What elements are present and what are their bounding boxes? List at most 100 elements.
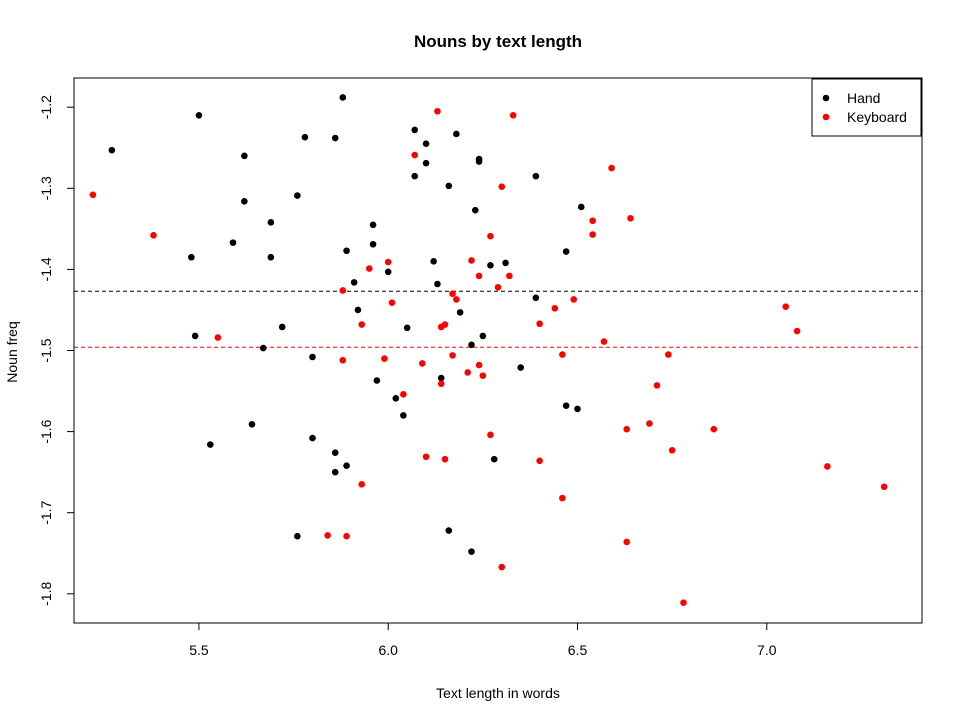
point-hand	[248, 421, 256, 428]
point-hand	[331, 134, 339, 142]
point-keyboard	[475, 361, 483, 369]
point-hand	[562, 248, 570, 255]
point-hand	[259, 344, 267, 352]
point-hand	[532, 172, 540, 180]
y-tick-label: -1.2	[38, 95, 54, 119]
point-keyboard	[623, 425, 631, 433]
point-keyboard	[464, 369, 472, 376]
point-hand	[577, 203, 585, 211]
point-hand	[502, 259, 509, 267]
point-keyboard	[665, 351, 672, 358]
point-keyboard	[559, 494, 566, 502]
point-keyboard	[824, 463, 831, 470]
point-hand	[411, 172, 419, 180]
point-hand	[350, 279, 358, 286]
point-hand	[453, 130, 460, 138]
point-keyboard	[381, 355, 388, 362]
point-hand	[430, 257, 437, 265]
point-keyboard	[710, 425, 718, 433]
point-keyboard	[479, 372, 487, 379]
point-keyboard	[422, 453, 430, 461]
point-hand	[267, 253, 275, 261]
point-keyboard	[418, 360, 426, 367]
point-hand	[294, 532, 301, 540]
data-points	[89, 94, 888, 607]
point-hand	[267, 219, 275, 226]
point-keyboard	[551, 305, 559, 312]
point-hand	[206, 441, 214, 448]
point-keyboard	[653, 382, 661, 389]
point-hand	[241, 197, 248, 205]
x-axis-label: Text length in words	[436, 685, 560, 701]
point-keyboard	[680, 599, 687, 607]
point-keyboard	[668, 446, 676, 454]
point-keyboard	[411, 151, 419, 159]
y-axis: -1.2 -1.3 -1.4 -1.5 -1.6 -1.7 -1.8	[38, 95, 74, 606]
point-hand	[445, 182, 453, 190]
point-hand	[339, 94, 347, 101]
point-hand	[445, 527, 453, 534]
point-hand	[456, 309, 464, 316]
point-keyboard	[589, 217, 596, 225]
x-tick-label: 6.5	[568, 642, 588, 658]
point-keyboard	[324, 532, 331, 539]
y-tick-label: -1.3	[38, 176, 54, 200]
point-hand	[278, 323, 286, 331]
point-hand	[422, 140, 430, 147]
point-hand	[471, 206, 479, 214]
point-hand	[309, 353, 316, 361]
point-hand	[562, 402, 570, 409]
point-hand	[434, 280, 441, 288]
legend-marker-keyboard	[822, 113, 830, 121]
point-keyboard	[570, 296, 578, 303]
point-hand	[468, 341, 475, 349]
point-hand	[188, 253, 195, 261]
point-keyboard	[627, 215, 634, 222]
point-hand	[468, 548, 475, 555]
point-hand	[373, 377, 381, 384]
point-keyboard	[441, 321, 449, 328]
point-keyboard	[536, 320, 543, 328]
point-keyboard	[400, 390, 407, 398]
y-axis-label: Noun freq	[4, 321, 20, 382]
point-keyboard	[89, 191, 97, 199]
legend-marker-hand	[822, 94, 830, 102]
point-keyboard	[384, 258, 392, 266]
point-hand	[475, 155, 483, 163]
point-keyboard	[365, 265, 373, 272]
point-hand	[195, 112, 203, 119]
point-hand	[229, 239, 237, 246]
point-keyboard	[468, 257, 475, 264]
point-keyboard	[608, 164, 615, 172]
point-hand	[309, 434, 316, 442]
point-keyboard	[343, 532, 350, 540]
mean-lines	[74, 290, 922, 348]
point-hand	[343, 462, 350, 469]
point-keyboard	[487, 232, 494, 240]
point-keyboard	[358, 481, 366, 488]
point-hand	[108, 146, 116, 154]
point-keyboard	[536, 457, 543, 465]
point-keyboard	[150, 232, 157, 239]
x-tick-label: 7.0	[757, 642, 777, 658]
point-hand	[400, 412, 407, 419]
point-keyboard	[793, 327, 801, 335]
y-tick-label: -1.5	[38, 338, 54, 362]
point-hand	[517, 364, 525, 371]
point-hand	[392, 395, 400, 402]
point-hand	[487, 262, 494, 269]
point-keyboard	[600, 338, 608, 345]
point-hand	[532, 294, 540, 302]
point-hand	[294, 192, 301, 199]
x-tick-label: 6.0	[378, 642, 398, 658]
point-keyboard	[494, 283, 502, 291]
point-keyboard	[214, 334, 222, 341]
point-hand	[437, 374, 445, 382]
y-tick-label: -1.8	[38, 582, 54, 606]
point-keyboard	[559, 351, 566, 358]
plot-frame	[73, 77, 923, 624]
point-keyboard	[880, 483, 888, 491]
point-keyboard	[506, 272, 513, 280]
point-keyboard	[782, 303, 790, 311]
